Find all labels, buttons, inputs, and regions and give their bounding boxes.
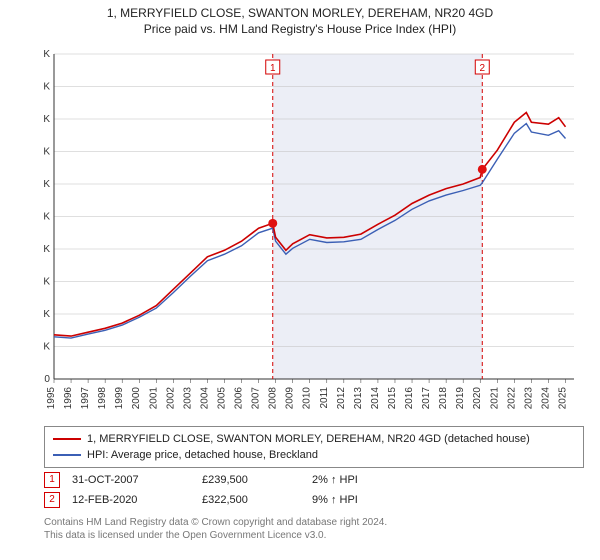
chart-title-line2: Price paid vs. HM Land Registry's House … bbox=[0, 22, 600, 36]
svg-text:2013: 2013 bbox=[353, 387, 364, 410]
svg-text:2019: 2019 bbox=[455, 387, 466, 410]
svg-text:1996: 1996 bbox=[63, 387, 74, 410]
svg-text:£150K: £150K bbox=[44, 277, 50, 288]
svg-text:2022: 2022 bbox=[506, 387, 517, 410]
svg-text:2014: 2014 bbox=[370, 387, 381, 410]
event-delta: 2% ↑ HPI bbox=[312, 470, 358, 490]
svg-text:1995: 1995 bbox=[46, 387, 57, 410]
svg-text:2003: 2003 bbox=[182, 387, 193, 410]
legend-swatch bbox=[53, 454, 81, 456]
svg-text:£300K: £300K bbox=[44, 179, 50, 190]
event-row: 1 31-OCT-2007£239,5002% ↑ HPI bbox=[44, 470, 584, 490]
svg-text:2012: 2012 bbox=[336, 387, 347, 410]
svg-text:2005: 2005 bbox=[216, 387, 227, 410]
svg-text:2025: 2025 bbox=[557, 387, 568, 410]
legend: 1, MERRYFIELD CLOSE, SWANTON MORLEY, DER… bbox=[44, 426, 584, 468]
svg-text:£350K: £350K bbox=[44, 147, 50, 158]
svg-text:2: 2 bbox=[479, 63, 485, 74]
legend-label: HPI: Average price, detached house, Brec… bbox=[87, 447, 318, 463]
footer-line2: This data is licensed under the Open Gov… bbox=[44, 529, 584, 542]
svg-text:2008: 2008 bbox=[268, 387, 279, 410]
svg-text:2000: 2000 bbox=[131, 387, 142, 410]
svg-text:2018: 2018 bbox=[438, 387, 449, 410]
event-date: 31-OCT-2007 bbox=[72, 470, 202, 490]
svg-text:2007: 2007 bbox=[251, 387, 262, 410]
event-marker: 2 bbox=[44, 492, 60, 508]
svg-text:2001: 2001 bbox=[148, 387, 159, 410]
event-row: 2 12-FEB-2020£322,5009% ↑ HPI bbox=[44, 490, 584, 510]
svg-text:1998: 1998 bbox=[97, 387, 108, 410]
footer-line1: Contains HM Land Registry data © Crown c… bbox=[44, 516, 584, 529]
svg-text:1997: 1997 bbox=[80, 387, 91, 410]
svg-text:1999: 1999 bbox=[114, 387, 125, 410]
footer-attribution: Contains HM Land Registry data © Crown c… bbox=[44, 516, 584, 542]
event-date: 12-FEB-2020 bbox=[72, 490, 202, 510]
event-marker: 1 bbox=[44, 472, 60, 488]
legend-swatch bbox=[53, 438, 81, 440]
svg-text:£250K: £250K bbox=[44, 212, 50, 223]
price-chart: £0 £50K £100K £150K £200K £250K £300K £350K £400… bbox=[44, 44, 584, 414]
svg-text:2021: 2021 bbox=[489, 387, 500, 410]
svg-text:1: 1 bbox=[270, 63, 276, 74]
svg-text:£500K: £500K bbox=[44, 49, 50, 60]
event-price: £322,500 bbox=[202, 490, 312, 510]
svg-text:2017: 2017 bbox=[421, 387, 432, 410]
svg-text:2015: 2015 bbox=[387, 387, 398, 410]
svg-text:2023: 2023 bbox=[523, 387, 534, 410]
chart-title-line1: 1, MERRYFIELD CLOSE, SWANTON MORLEY, DER… bbox=[0, 6, 600, 20]
legend-row: HPI: Average price, detached house, Brec… bbox=[53, 447, 575, 463]
svg-text:£50K: £50K bbox=[44, 342, 50, 353]
svg-text:£0: £0 bbox=[44, 374, 50, 385]
price-events: 1 31-OCT-2007£239,5002% ↑ HPI 2 12-FEB-2020… bbox=[44, 470, 584, 510]
event-price: £239,500 bbox=[202, 470, 312, 490]
svg-text:£200K: £200K bbox=[44, 244, 50, 255]
legend-row: 1, MERRYFIELD CLOSE, SWANTON MORLEY, DER… bbox=[53, 431, 575, 447]
svg-text:2016: 2016 bbox=[404, 387, 415, 410]
event-delta: 9% ↑ HPI bbox=[312, 490, 358, 510]
svg-text:2024: 2024 bbox=[540, 387, 551, 410]
svg-text:£100K: £100K bbox=[44, 309, 50, 320]
svg-text:2002: 2002 bbox=[165, 387, 176, 410]
legend-label: 1, MERRYFIELD CLOSE, SWANTON MORLEY, DER… bbox=[87, 431, 530, 447]
svg-text:2006: 2006 bbox=[234, 387, 245, 410]
svg-text:£400K: £400K bbox=[44, 114, 50, 125]
svg-text:2020: 2020 bbox=[472, 387, 483, 410]
svg-text:2011: 2011 bbox=[319, 387, 330, 409]
svg-text:2004: 2004 bbox=[199, 387, 210, 410]
svg-text:2010: 2010 bbox=[302, 387, 313, 410]
svg-text:£450K: £450K bbox=[44, 82, 50, 93]
svg-text:2009: 2009 bbox=[285, 387, 296, 410]
